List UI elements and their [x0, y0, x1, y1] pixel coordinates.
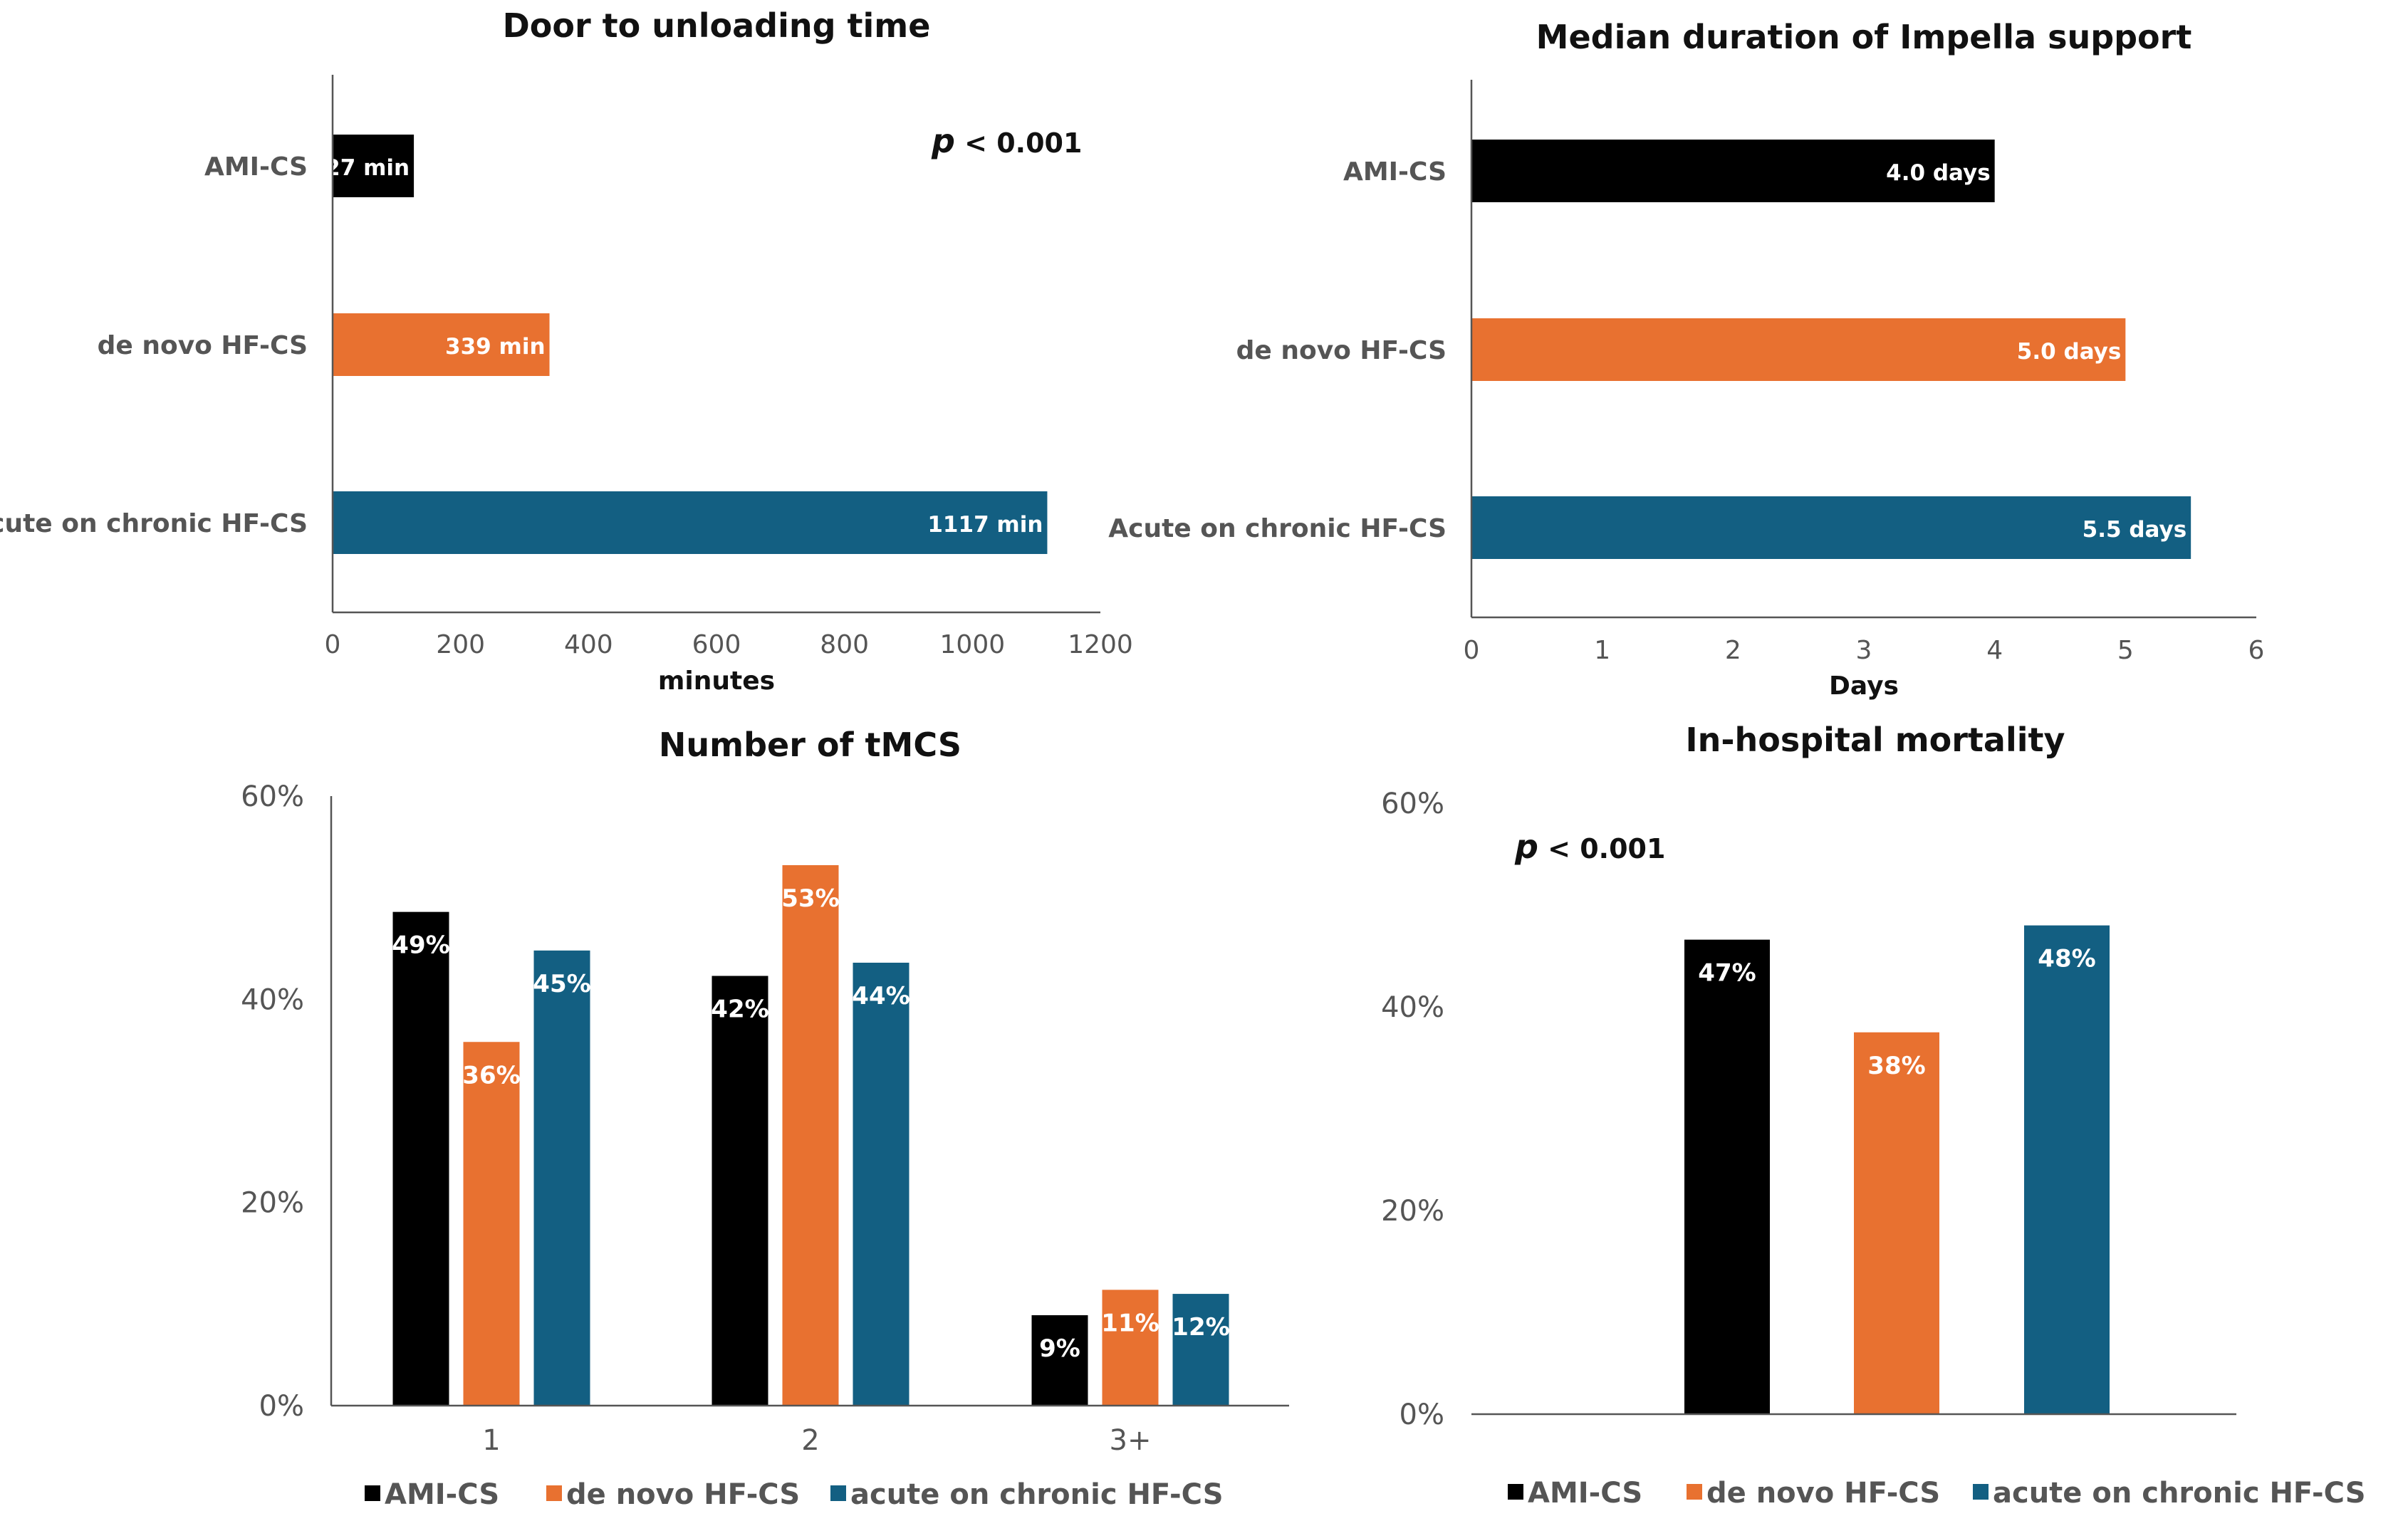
door-x-tick-label-400: 400 — [564, 630, 613, 659]
door-x-tick-label-800: 800 — [820, 630, 869, 659]
impella-x-tick-label-5: 5 — [2117, 636, 2134, 665]
impella-x-axis-label: Days — [1829, 671, 1899, 701]
tmcs-bar-ami-cs-2 — [712, 976, 768, 1406]
mortality-legend-swatch-acute-on-chronic-hf-cs — [1973, 1484, 1989, 1500]
impella-x-tick-label-2: 2 — [1725, 636, 1741, 665]
door-x-axis-label: minutes — [658, 666, 775, 696]
impella-x-tick-label-6: 6 — [2248, 636, 2265, 665]
impella-bar-acute-on-chronic-hf-cs — [1471, 496, 2191, 559]
tmcs-bar-acute-on-chronic-hf-cs-1 — [533, 950, 590, 1406]
mortality-bar-acute-on-chronic-hf-cs — [2024, 925, 2110, 1414]
tmcs-bar-de-novo-hf-cs-2 — [782, 865, 839, 1406]
impella-category-label-de-novo-hf-cs: de novo HF-CS — [1236, 336, 1447, 365]
mortality-bar-label-acute-on-chronic-hf-cs: 48% — [2038, 945, 2095, 973]
mortality-legend-swatch-ami-cs — [1508, 1484, 1523, 1500]
tmcs-bar-label-acute-on-chronic-hf-cs-3: 12% — [1172, 1313, 1229, 1342]
tmcs-legend-label-ami-cs: AMI-CS — [385, 1478, 499, 1511]
door-category-label-ami-cs: AMI-CS — [204, 152, 308, 182]
mortality-bar-label-ami-cs: 47% — [1698, 959, 1756, 988]
tmcs-chart-title: Number of tMCS — [659, 726, 961, 764]
impella-x-tick-label-3: 3 — [1856, 636, 1872, 665]
tmcs-bar-label-de-novo-hf-cs-3: 11% — [1101, 1309, 1159, 1337]
impella-x-tick-label-1: 1 — [1594, 636, 1610, 665]
door-x-tick-label-0: 0 — [325, 630, 341, 659]
mortality-y-tick-label-40: 40% — [1381, 991, 1444, 1024]
impella-bar-label-acute-on-chronic-hf-cs: 5.5 days — [2083, 517, 2187, 543]
tmcs-y-tick-label-20: 20% — [241, 1187, 304, 1220]
door-bar-de-novo-hf-cs — [333, 313, 550, 376]
door-category-label-de-novo-hf-cs: de novo HF-CS — [98, 331, 308, 360]
door-x-tick-label-1000: 1000 — [940, 630, 1006, 659]
door-bar-label-de-novo-hf-cs: 339 min — [445, 334, 546, 360]
mortality-y-tick-label-20: 20% — [1381, 1195, 1444, 1228]
mortality-bar-de-novo-hf-cs — [1854, 1032, 1939, 1414]
tmcs-bar-label-acute-on-chronic-hf-cs-2: 44% — [852, 982, 909, 1010]
impella-chart-title: Median duration of Impella support — [1536, 18, 2192, 56]
door-p-value: p < 0.001 — [931, 122, 1082, 160]
tmcs-legend-swatch-ami-cs — [365, 1485, 380, 1501]
tmcs-legend-swatch-acute-on-chronic-hf-cs — [830, 1485, 846, 1501]
tmcs-bar-label-ami-cs-2: 42% — [711, 995, 768, 1024]
door-x-tick-label-1200: 1200 — [1068, 630, 1133, 659]
mortality-legend-label-acute-on-chronic-hf-cs: acute on chronic HF-CS — [1993, 1477, 2366, 1510]
impella-category-label-acute-on-chronic-hf-cs: Acute on chronic HF-CS — [1108, 514, 1447, 543]
door-category-label-acute-on-chronic-hf-cs: Acute on chronic HF-CS — [0, 509, 308, 538]
tmcs-category-label-2: 2 — [801, 1424, 819, 1457]
tmcs-y-tick-label-40: 40% — [241, 983, 304, 1016]
tmcs-bar-de-novo-hf-cs-3 — [1102, 1290, 1159, 1406]
impella-bar-ami-cs — [1471, 140, 1995, 202]
tmcs-bar-ami-cs-1 — [392, 911, 449, 1406]
tmcs-bar-de-novo-hf-cs-1 — [463, 1042, 520, 1406]
tmcs-category-label-3: 3+ — [1110, 1424, 1152, 1457]
impella-bar-label-ami-cs: 4.0 days — [1886, 160, 1991, 186]
impella-x-tick-label-4: 4 — [1986, 636, 2003, 665]
tmcs-bar-label-ami-cs-3: 9% — [1039, 1334, 1080, 1363]
door-bar-label-acute-on-chronic-hf-cs: 1117 min — [927, 512, 1043, 538]
tmcs-bar-label-de-novo-hf-cs-1: 36% — [462, 1061, 520, 1089]
tmcs-category-label-1: 1 — [482, 1424, 500, 1457]
door-x-tick-label-600: 600 — [692, 630, 741, 659]
door-bar-acute-on-chronic-hf-cs — [333, 491, 1048, 554]
mortality-chart-title: In-hospital mortality — [1686, 721, 2065, 759]
door-bar-label-ami-cs: 127 min — [310, 155, 410, 181]
mortality-p-value: p < 0.001 — [1514, 827, 1665, 866]
tmcs-legend-label-acute-on-chronic-hf-cs: acute on chronic HF-CS — [850, 1478, 1224, 1511]
impella-bar-label-de-novo-hf-cs: 5.0 days — [2017, 339, 2122, 365]
tmcs-bar-acute-on-chronic-hf-cs-3 — [1172, 1294, 1229, 1406]
door-x-tick-label-200: 200 — [436, 630, 485, 659]
tmcs-bar-acute-on-chronic-hf-cs-2 — [853, 962, 909, 1406]
door-chart-title: Door to unloading time — [503, 6, 931, 45]
tmcs-y-tick-label-60: 60% — [241, 780, 304, 813]
tmcs-y-tick-label-0: 0% — [259, 1390, 304, 1423]
mortality-y-tick-label-0: 0% — [1400, 1399, 1444, 1431]
mortality-bar-label-de-novo-hf-cs: 38% — [1867, 1052, 1925, 1080]
mortality-legend-swatch-de-novo-hf-cs — [1687, 1484, 1702, 1500]
tmcs-legend-label-de-novo-hf-cs: de novo HF-CS — [566, 1478, 800, 1511]
mortality-bar-ami-cs — [1684, 939, 1770, 1414]
tmcs-bar-label-acute-on-chronic-hf-cs-1: 45% — [533, 970, 590, 998]
mortality-legend-label-ami-cs: AMI-CS — [1528, 1477, 1642, 1510]
door-bar-ami-cs — [333, 135, 415, 197]
mortality-y-tick-label-60: 60% — [1381, 788, 1444, 820]
mortality-legend-label-de-novo-hf-cs: de novo HF-CS — [1706, 1477, 1940, 1510]
impella-category-label-ami-cs: AMI-CS — [1343, 157, 1447, 187]
tmcs-bar-ami-cs-3 — [1031, 1315, 1088, 1406]
tmcs-bar-label-de-novo-hf-cs-2: 53% — [781, 884, 839, 913]
tmcs-bar-label-ami-cs-1: 49% — [392, 931, 449, 960]
tmcs-legend-swatch-de-novo-hf-cs — [546, 1485, 562, 1501]
impella-bar-de-novo-hf-cs — [1471, 318, 2126, 381]
impella-x-tick-label-0: 0 — [1464, 636, 1480, 665]
